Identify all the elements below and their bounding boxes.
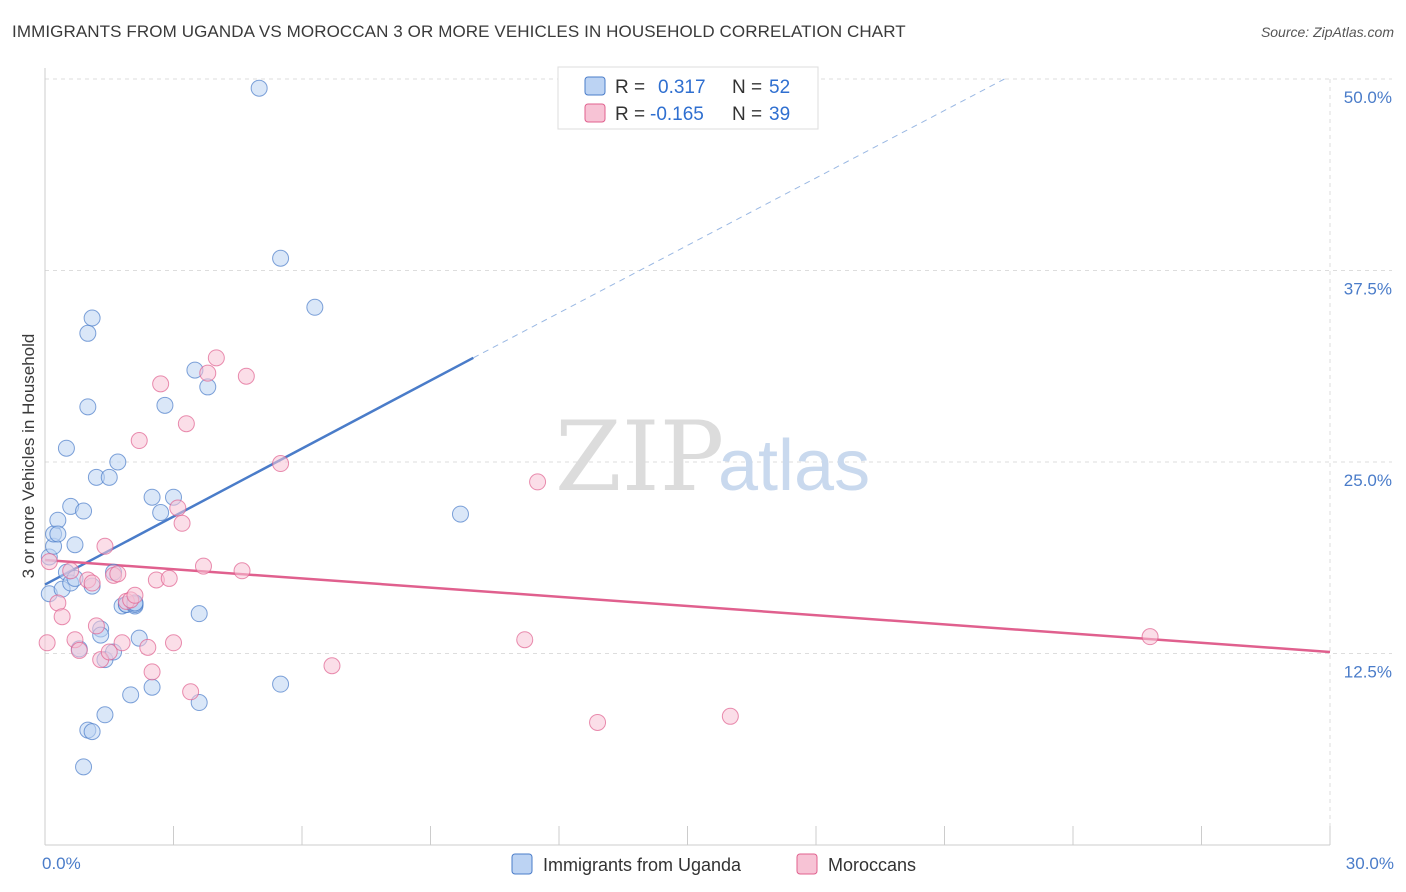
legend-r-value-uganda: 0.317 <box>658 77 706 98</box>
point-uganda-27 <box>100 468 118 486</box>
point-moroccan-3 <box>53 608 71 626</box>
stats-legend: R = 0.317 N = 52 R = -0.165 N = 39 <box>557 66 819 130</box>
legend-swatch-moroccans <box>584 103 606 123</box>
legend-r-value-moroccans: -0.165 <box>650 104 704 125</box>
point-uganda-43 <box>156 396 174 414</box>
legend-swatch-uganda <box>584 76 606 96</box>
point-moroccan-14 <box>109 565 127 583</box>
point-uganda-52 <box>306 298 324 316</box>
point-uganda-11 <box>66 536 84 554</box>
point-moroccan-9 <box>87 617 105 635</box>
series-legend-label-uganda: Immigrants from Uganda <box>543 855 742 875</box>
point-uganda-7 <box>57 439 75 457</box>
point-moroccan-12 <box>100 643 118 661</box>
point-moroccan-29 <box>182 683 200 701</box>
point-moroccan-4 <box>62 562 80 580</box>
legend-n-label-moroccans: N = <box>732 104 762 125</box>
point-moroccan-27 <box>173 514 191 532</box>
point-moroccan-11 <box>96 537 114 555</box>
point-uganda-20 <box>83 723 101 741</box>
point-uganda-53 <box>451 505 469 523</box>
point-moroccan-21 <box>143 663 161 681</box>
y-tick-label-0: 12.5% <box>1344 663 1392 682</box>
y-tick-label-1: 25.0% <box>1344 471 1392 490</box>
point-moroccan-24 <box>160 569 178 587</box>
point-uganda-5 <box>49 525 67 543</box>
point-moroccan-39 <box>589 713 607 731</box>
trendline-extension-uganda <box>473 78 1005 359</box>
point-uganda-40 <box>143 678 161 696</box>
series-legend-swatch-moroccans <box>796 853 818 875</box>
y-tick-label-2: 37.5% <box>1344 280 1392 299</box>
tick-labels: 12.5% 25.0% 37.5% 50.0% 0.0% 30.0% <box>42 88 1394 873</box>
point-moroccan-6 <box>70 641 88 659</box>
point-moroccan-37 <box>516 631 534 649</box>
point-uganda-18 <box>79 398 97 416</box>
x-tick-label-0: 0.0% <box>42 854 81 873</box>
point-moroccan-35 <box>272 455 290 473</box>
point-uganda-50 <box>272 249 290 267</box>
y-tick-label-3: 50.0% <box>1344 88 1392 107</box>
series-legend-swatch-uganda <box>511 853 533 875</box>
point-uganda-17 <box>79 324 97 342</box>
point-moroccan-41 <box>1141 628 1159 646</box>
point-uganda-51 <box>272 675 290 693</box>
legend-r-label-uganda: R = <box>615 77 645 98</box>
trendline-uganda <box>44 356 474 586</box>
point-moroccan-25 <box>165 634 182 652</box>
point-moroccan-15 <box>113 634 131 652</box>
legend-n-value-moroccans: 39 <box>769 104 790 125</box>
point-moroccan-38 <box>529 473 547 491</box>
point-uganda-42 <box>152 504 170 522</box>
point-uganda-14 <box>75 502 93 520</box>
point-moroccan-0 <box>38 634 56 652</box>
point-moroccan-36 <box>323 657 341 675</box>
watermark: ZIP atlas <box>555 401 870 513</box>
legend-n-label-uganda: N = <box>732 77 762 98</box>
point-moroccan-33 <box>233 562 251 580</box>
point-moroccan-1 <box>40 553 58 571</box>
legend-n-value-uganda: 52 <box>769 77 790 98</box>
series-legend-label-moroccans: Moroccans <box>828 855 916 875</box>
point-moroccan-30 <box>194 557 212 575</box>
point-moroccan-40 <box>721 707 739 725</box>
point-moroccan-23 <box>152 375 170 393</box>
scatter-points <box>38 79 1159 776</box>
point-moroccan-19 <box>130 432 148 450</box>
watermark-zip: ZIP <box>555 401 724 513</box>
watermark-atlas: atlas <box>718 426 870 506</box>
legend-r-label-moroccans: R = <box>615 104 645 125</box>
point-uganda-26 <box>96 706 114 724</box>
point-moroccan-31 <box>199 364 217 382</box>
trendline-moroccans <box>44 558 1331 654</box>
point-moroccan-28 <box>177 415 195 433</box>
point-moroccan-20 <box>139 638 157 656</box>
point-moroccan-26 <box>169 499 187 517</box>
series-legend: Immigrants from Uganda Moroccans <box>511 853 916 875</box>
chart-title: IMMIGRANTS FROM UGANDA VS MOROCCAN 3 OR … <box>12 22 906 41</box>
point-uganda-30 <box>109 453 127 471</box>
point-uganda-34 <box>122 686 140 704</box>
x-tick-label-1: 30.0% <box>1346 854 1394 873</box>
point-uganda-19 <box>83 309 101 327</box>
point-moroccan-18 <box>126 586 144 604</box>
trendlines <box>44 78 1331 654</box>
point-uganda-49 <box>250 79 268 97</box>
axes <box>44 68 1331 846</box>
y-axis-label: 3 or more Vehicles in Household <box>19 334 38 579</box>
chart-source: Source: ZipAtlas.com <box>1260 24 1394 40</box>
point-moroccan-8 <box>83 574 101 592</box>
point-uganda-46 <box>190 605 208 623</box>
gridlines <box>45 78 1392 845</box>
point-uganda-41 <box>143 488 161 506</box>
point-moroccan-32 <box>207 349 225 367</box>
point-moroccan-34 <box>237 367 255 385</box>
point-uganda-15 <box>75 758 93 776</box>
